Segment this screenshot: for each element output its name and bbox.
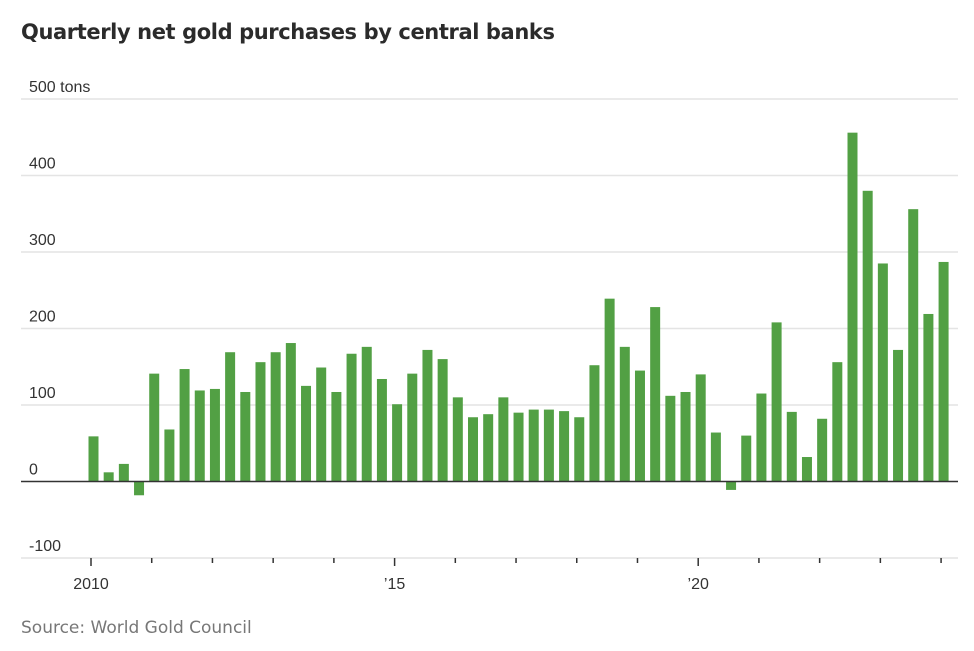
bar: 2018 Q4	[619, 346, 630, 482]
y-tick-label: 500 tons	[29, 79, 90, 96]
x-axis: 2010 ’15 ’20	[73, 558, 942, 593]
bar: 2019 Q1	[634, 370, 645, 482]
bar: 2017 Q4	[559, 411, 570, 482]
bar: 2017 Q1	[513, 412, 524, 482]
bar: 2013 Q2	[285, 343, 296, 482]
bar: 2022 Q1	[817, 418, 828, 482]
y-axis-labels: 500 tons 400 300 200 100 0 -100	[29, 79, 90, 555]
bar: 2020 Q1	[695, 374, 706, 482]
bar: 2024 Q1	[938, 261, 949, 482]
bar: 2021 Q2	[771, 322, 782, 482]
bar: 2020 Q3	[726, 481, 737, 490]
bar: 2023 Q2	[893, 349, 904, 482]
bar: 2013 Q3	[301, 385, 312, 482]
bar: 2016 Q3	[483, 414, 494, 482]
bar: 2022 Q4	[862, 190, 873, 482]
x-tick-label: ’15	[384, 576, 405, 593]
bar: 2021 Q1	[756, 393, 767, 482]
bar: 2014 Q4	[376, 378, 387, 482]
bar: 2016 Q4	[498, 397, 509, 482]
y-tick-label: 400	[29, 156, 56, 173]
bar: 2010 Q2	[103, 472, 114, 482]
bar: 2015 Q3	[422, 349, 433, 482]
bar: 2014 Q2	[346, 353, 357, 482]
bar: 2022 Q3	[847, 132, 858, 482]
bar: 2018 Q1	[574, 417, 585, 482]
bars: 2010 Q1 2010 Q2 2010 Q3 2010 Q4 2011 Q1 2011 …	[88, 132, 949, 496]
source-note: Source: World Gold Council	[21, 618, 252, 638]
y-tick-label: 100	[29, 385, 56, 402]
bar: 2012 Q4	[255, 362, 266, 482]
bar: 2021 Q4	[801, 457, 812, 482]
bar: 2014 Q1	[331, 391, 342, 482]
bar: 2012 Q3	[240, 391, 251, 482]
bar: 2015 Q2	[407, 373, 418, 482]
bar: 2019 Q2	[650, 307, 661, 482]
bar: 2021 Q3	[786, 411, 797, 482]
gridlines	[21, 98, 958, 559]
bar: 2016 Q2	[468, 417, 478, 482]
bar: 2023 Q4	[923, 313, 934, 482]
bar: 2010 Q1	[88, 436, 99, 482]
bar: 2023 Q1	[877, 263, 888, 482]
bar: 2015 Q4	[437, 359, 448, 482]
bar: 2013 Q1	[270, 352, 281, 482]
bar: 2010 Q4	[134, 481, 145, 496]
bar: 2014 Q3	[361, 346, 372, 482]
bar: 2015 Q1	[392, 404, 403, 482]
bar: 2017 Q2	[528, 409, 539, 482]
bar: 2020 Q2	[710, 432, 721, 482]
bar: 2018 Q2	[589, 365, 600, 482]
bar: 2022 Q2	[832, 362, 843, 482]
x-tick-label: 2010	[73, 576, 109, 593]
bar: 2019 Q4	[680, 391, 691, 482]
x-tick-label: ’20	[688, 576, 709, 593]
chart-title: Quarterly net gold purchases by central …	[21, 20, 555, 44]
bar: 2016 Q1	[452, 397, 463, 482]
y-tick-label: 0	[29, 462, 38, 479]
bar: 2017 Q3	[543, 409, 554, 482]
bar: 2020 Q4	[741, 435, 752, 482]
bar: 2011 Q3	[179, 369, 190, 482]
bar: 2012 Q1	[209, 388, 220, 482]
bar: 2018 Q3	[604, 298, 615, 482]
bar: 2011 Q1	[149, 373, 160, 482]
bar: 2019 Q3	[665, 395, 676, 482]
y-tick-label: 200	[29, 309, 56, 326]
bar: 2011 Q2	[164, 429, 175, 482]
bar: 2013 Q4	[316, 367, 327, 482]
bar: 2011 Q4	[194, 390, 205, 482]
bar: 2012 Q2	[225, 352, 236, 482]
bar: 2010 Q3	[118, 463, 129, 482]
y-tick-label: -100	[29, 538, 61, 555]
y-tick-label: 300	[29, 232, 56, 249]
bar: 2023 Q3	[908, 209, 919, 482]
